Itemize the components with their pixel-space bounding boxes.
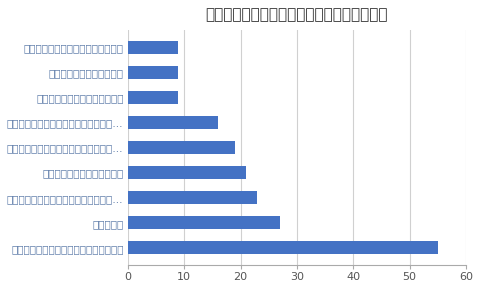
Bar (128, 66, 179, 79)
Bar (128, 91, 179, 104)
Bar (128, 141, 235, 154)
Bar (128, 166, 246, 179)
Bar (128, 41, 179, 54)
Bar (128, 116, 218, 129)
Title: 家庭炊飯の米の食事回数が増えた理由（％）: 家庭炊飯の米の食事回数が増えた理由（％） (205, 7, 388, 22)
Bar (128, 216, 280, 229)
Bar (128, 191, 257, 204)
Bar (128, 241, 438, 254)
